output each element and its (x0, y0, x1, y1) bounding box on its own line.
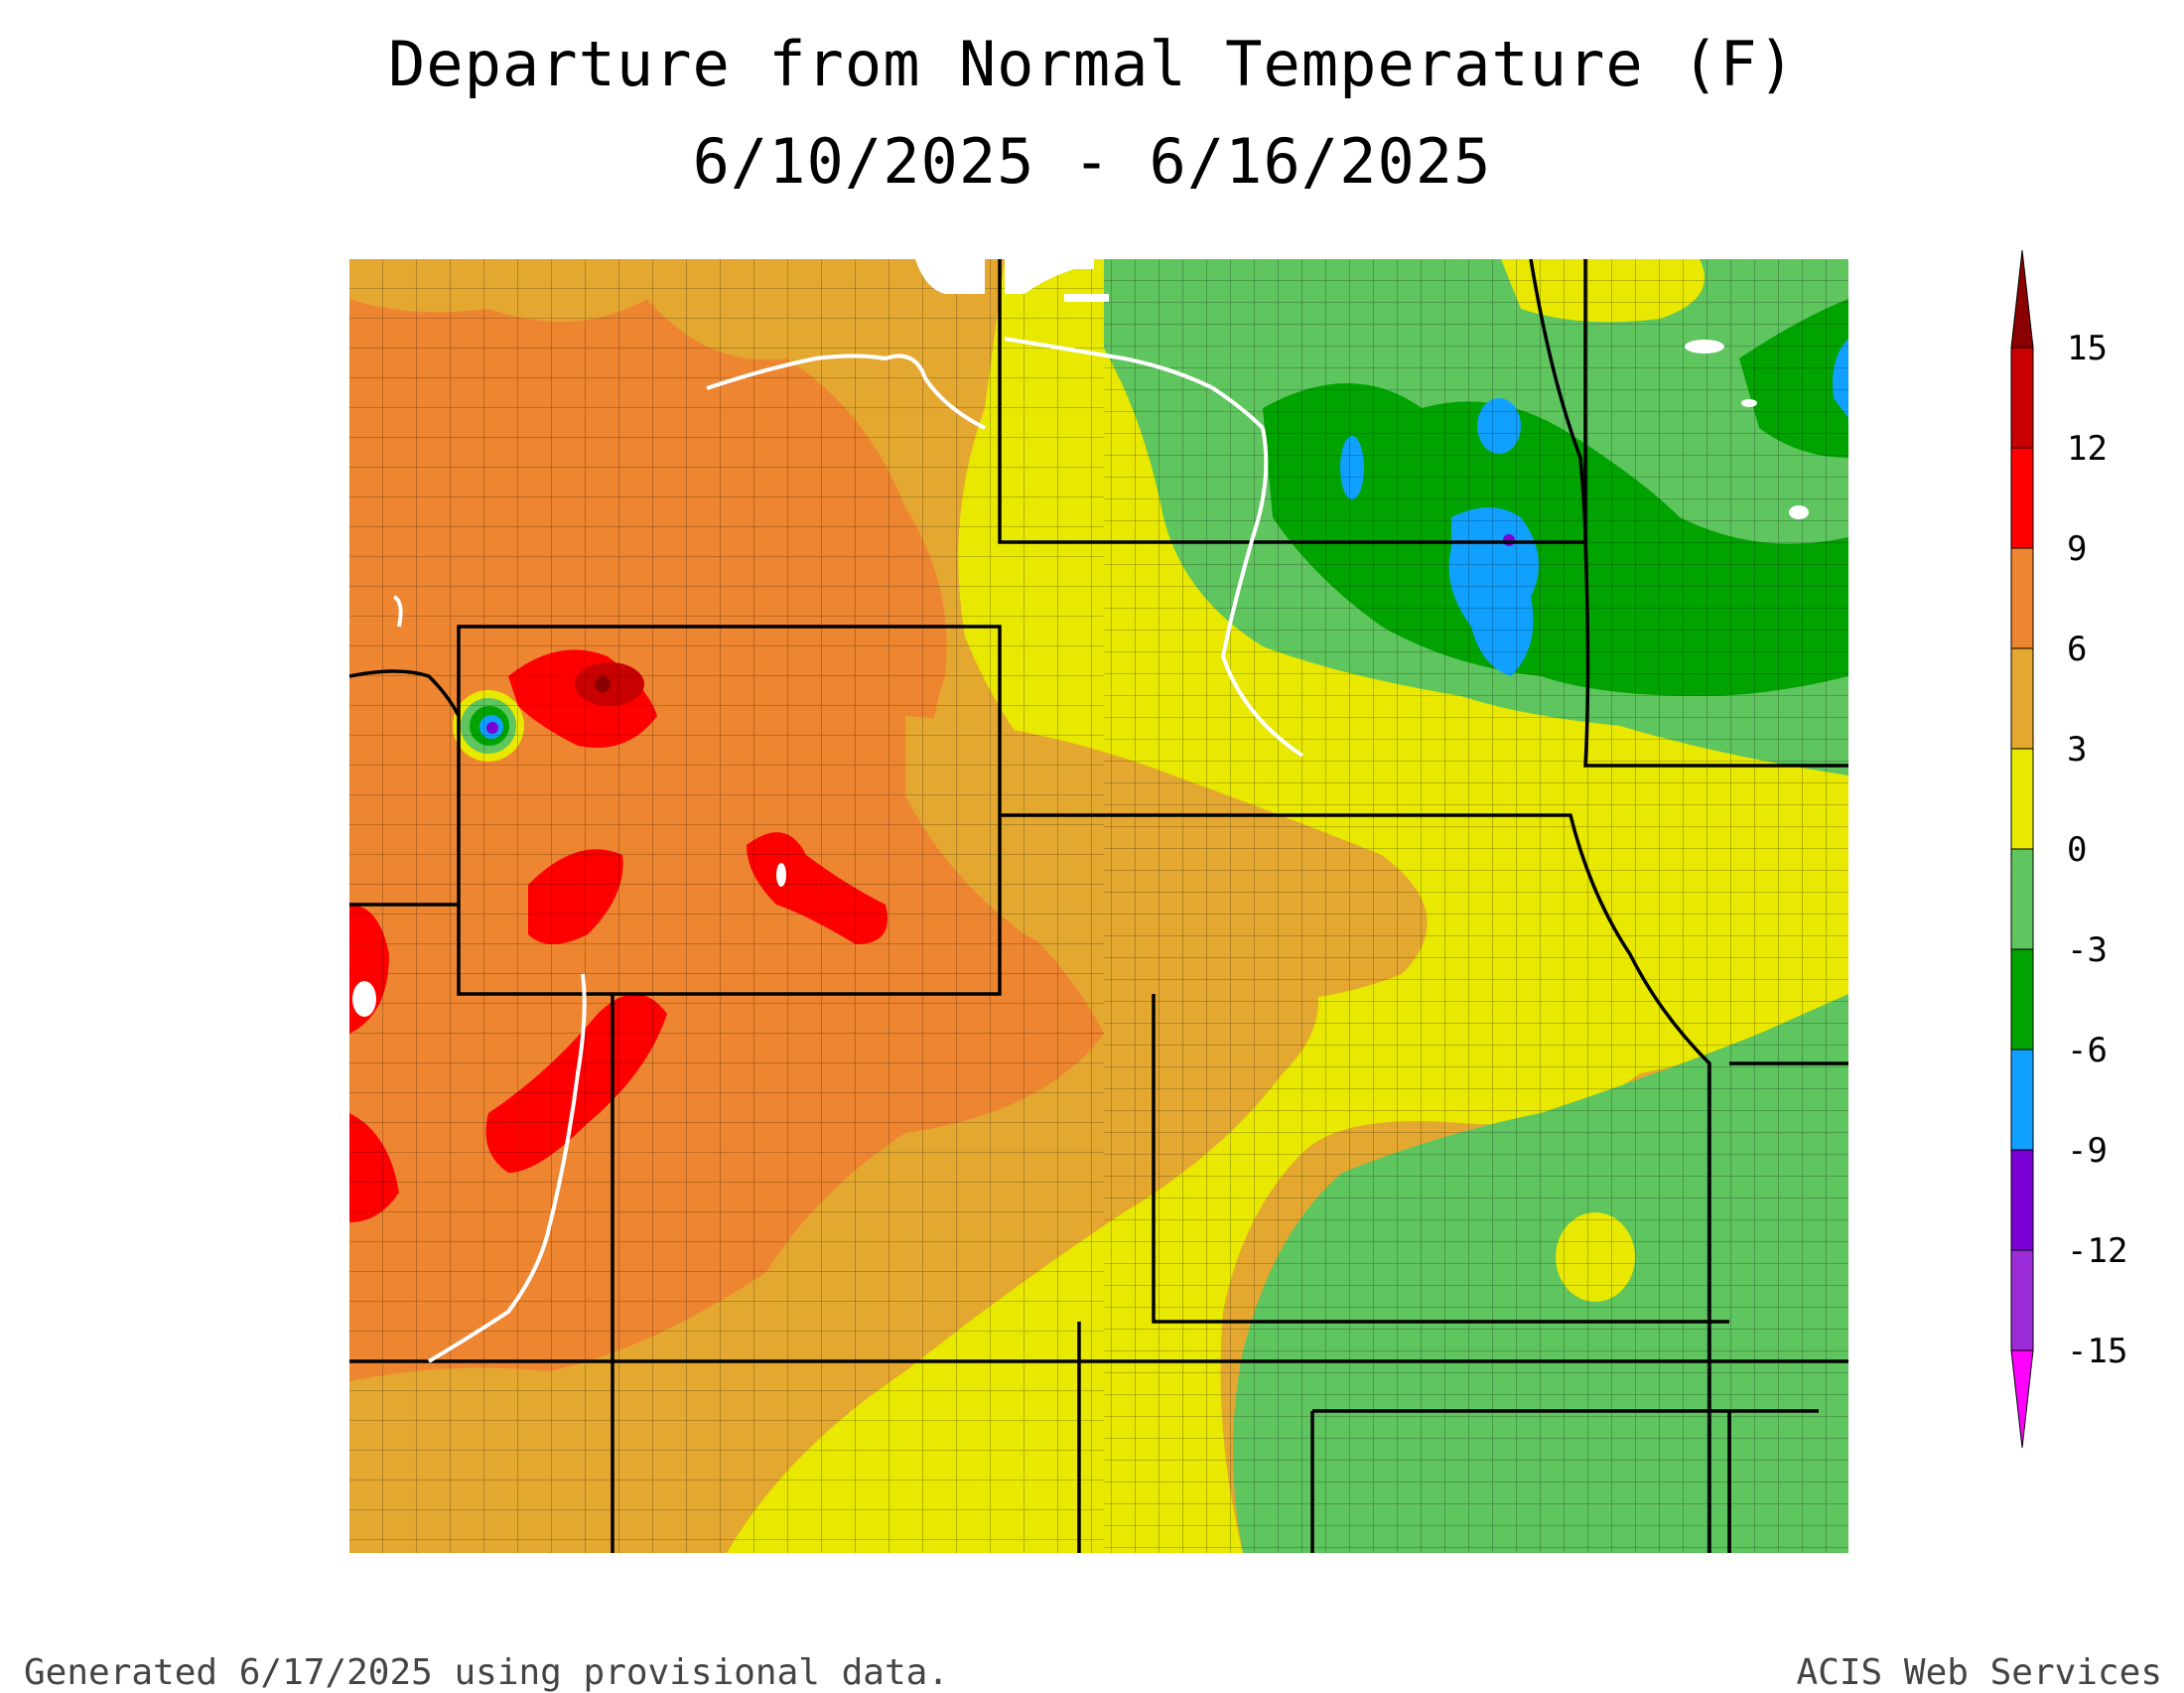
water-bodies (352, 259, 1809, 1017)
legend-color-swatch (2011, 548, 2033, 648)
county-grid-east (1104, 259, 1848, 1553)
state-borders (349, 259, 1848, 1553)
legend-tick-label: 0 (2067, 830, 2087, 870)
legend-color-swatch (2011, 749, 2033, 849)
legend-color-swatch (2011, 648, 2033, 749)
rivers (392, 337, 1304, 1363)
map-title-date-range: 6/10/2025 - 6/16/2025 (692, 125, 1492, 198)
legend-color-swatch (2011, 1150, 2033, 1250)
color-scale-legend: 15 12 9 6 3 0 -3 -6 -9 -12 -15 (1995, 248, 2154, 1460)
legend-color-swatch (2011, 448, 2033, 548)
legend-color-swatch (2011, 1250, 2033, 1350)
legend-color-swatch (2011, 849, 2033, 949)
legend-tick-label: 6 (2067, 630, 2087, 669)
legend-tick-label: 3 (2067, 730, 2087, 770)
temperature-departure-map (349, 259, 1848, 1553)
legend-color-swatch (2011, 348, 2033, 448)
legend-color-swatch (2011, 1050, 2033, 1150)
legend-color-swatch (2011, 949, 2033, 1050)
legend-tick-label: 9 (2067, 529, 2087, 569)
legend-arrow-top (2010, 249, 2034, 349)
legend-tick-label: -3 (2067, 930, 2108, 970)
legend-tick-label: -6 (2067, 1031, 2108, 1070)
legend-tick-label: 15 (2067, 329, 2108, 368)
legend-tick-label: -12 (2067, 1231, 2127, 1271)
county-grid-west (349, 259, 1104, 1553)
generated-note: Generated 6/17/2025 using provisional da… (24, 1652, 949, 1693)
legend-arrow-bottom (2010, 1349, 2034, 1449)
legend-tick-label: -15 (2067, 1332, 2127, 1371)
data-source-credit: ACIS Web Services (1796, 1652, 2162, 1693)
map-title-line-1: Departure from Normal Temperature (F) (387, 28, 1797, 100)
legend-tick-label: 12 (2067, 429, 2108, 469)
legend-tick-label: -9 (2067, 1131, 2108, 1171)
